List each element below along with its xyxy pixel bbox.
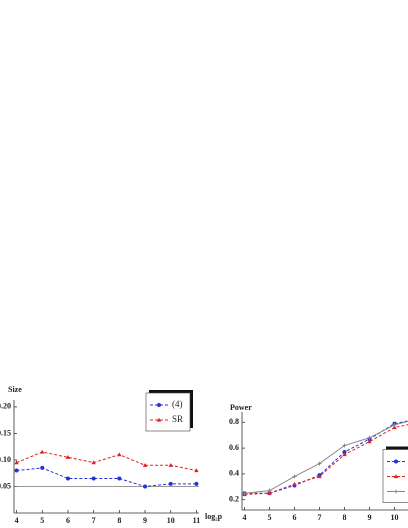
- marker: [292, 481, 297, 486]
- series-line: [16, 451, 197, 472]
- chart: Size 0.05 0.10 0.15 0.20 4 5 6 7 8 9 10 11 log₂p (4) SR: [0, 385, 223, 525]
- y-tick-label: 0.15: [0, 428, 11, 437]
- x-tick-label: 6: [66, 516, 70, 525]
- x-tick-label: 4: [15, 516, 19, 525]
- marker: [168, 481, 173, 486]
- x-tick-label: 10: [167, 516, 175, 525]
- marker: [143, 484, 148, 489]
- marker: [14, 460, 19, 465]
- marker: [392, 422, 397, 427]
- marker: [267, 488, 272, 493]
- marker: [117, 452, 122, 457]
- x-axis-title: log₂p: [205, 512, 223, 521]
- legend-box: [145, 392, 191, 432]
- chart: Power 0.2 0.4 0.6 0.8 4 5 6 7 8 9 10: [229, 403, 408, 522]
- x-tick-label: 5: [40, 516, 44, 525]
- marker: [367, 439, 372, 444]
- y-tick-label: 0.4: [229, 469, 239, 478]
- marker: [242, 491, 247, 496]
- marker: [142, 462, 148, 467]
- marker: [367, 435, 372, 440]
- marker: [40, 449, 45, 454]
- series-line: [244, 420, 408, 494]
- marker: [91, 476, 96, 481]
- x-tick-label: 9: [368, 513, 372, 522]
- y-axis-title: Power: [230, 403, 252, 412]
- marker: [14, 468, 19, 473]
- y-tick-label: 0.20: [0, 402, 11, 411]
- marker: [91, 460, 96, 465]
- y-tick-label: 0.6: [229, 443, 239, 452]
- x-tick-label: 7: [318, 513, 322, 522]
- marker: [267, 490, 272, 495]
- marker: [342, 452, 347, 457]
- legend-label: (4): [172, 399, 183, 409]
- x-tick-label: 11: [193, 516, 201, 525]
- y-tick-label: 0.8: [229, 417, 239, 426]
- marker: [394, 489, 398, 494]
- x-tick-label: 4: [243, 513, 247, 522]
- y-axis-title: Size: [8, 385, 22, 394]
- marker: [392, 425, 397, 430]
- marker: [317, 461, 322, 466]
- marker: [117, 476, 122, 481]
- marker: [342, 449, 347, 454]
- y-tick-label: 0.05: [0, 481, 11, 490]
- x-tick-label: 7: [92, 516, 96, 525]
- marker: [317, 474, 322, 479]
- x-tick-label: 5: [268, 513, 272, 522]
- y-tick-label: 0.2: [229, 495, 239, 504]
- x-tick-label: 9: [143, 516, 147, 525]
- marker: [40, 465, 45, 470]
- marker: [292, 474, 297, 479]
- marker: [393, 474, 399, 479]
- legend-label: SR: [172, 414, 183, 424]
- x-tick-label: 6: [293, 513, 297, 522]
- y-tick-label: 0.10: [0, 455, 11, 464]
- marker: [194, 481, 199, 486]
- x-tick-label: 8: [117, 516, 121, 525]
- series-line: [244, 420, 408, 494]
- marker: [342, 443, 347, 448]
- x-tick-label: 8: [343, 513, 347, 522]
- marker: [65, 454, 71, 459]
- marker: [194, 468, 199, 473]
- marker: [168, 462, 173, 467]
- series-line: [16, 467, 197, 487]
- x-tick-label: 10: [391, 513, 399, 522]
- marker: [157, 403, 161, 407]
- marker: [156, 417, 162, 422]
- marker: [65, 476, 70, 481]
- marker: [394, 459, 398, 464]
